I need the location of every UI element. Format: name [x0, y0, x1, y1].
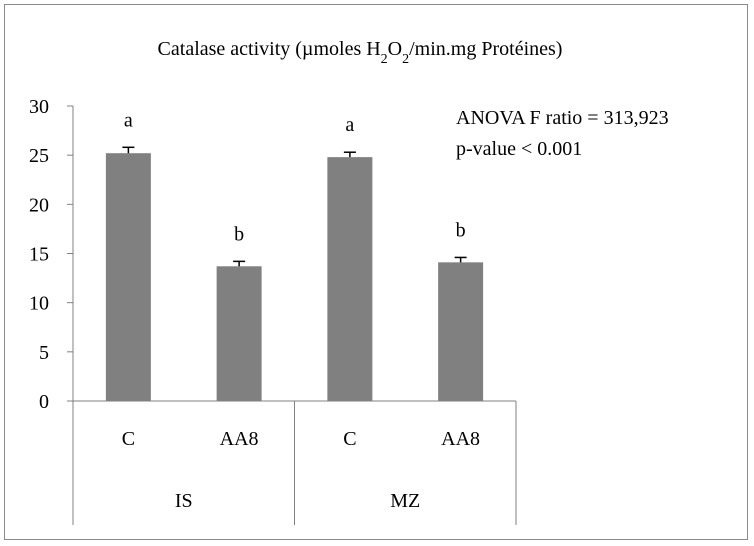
anova-annotation: ANOVA F ratio = 313,923 [456, 107, 669, 129]
x-tick-label: C [343, 428, 356, 450]
bar [105, 153, 151, 401]
group-label: IS [175, 490, 193, 512]
x-tick-label: C [122, 428, 135, 450]
significance-letter: a [124, 109, 133, 131]
bar [438, 262, 484, 401]
y-tick-label: 10 [29, 293, 49, 315]
y-tick-label: 30 [29, 96, 49, 118]
significance-letter: b [456, 219, 466, 241]
y-tick-label: 15 [29, 244, 49, 266]
group-label: MZ [390, 490, 420, 512]
bar [327, 157, 373, 401]
significance-letter: a [345, 114, 354, 136]
significance-letter: b [234, 223, 244, 245]
chart-title: Catalase activity (µmoles H2O2/min.mg Pr… [158, 38, 563, 67]
pvalue-annotation: p-value < 0.001 [456, 138, 582, 160]
x-tick-label: AA8 [441, 428, 480, 450]
x-tick-label: AA8 [220, 428, 259, 450]
y-tick-label: 25 [29, 145, 49, 167]
y-tick-label: 20 [29, 194, 49, 216]
y-tick-label: 5 [39, 342, 49, 364]
y-tick-label: 0 [39, 391, 49, 413]
plot-area: 0 5 10 15 20 25 30 a b a b C AA8 C AA8 IS MZ [29, 96, 517, 525]
bar [216, 266, 262, 401]
